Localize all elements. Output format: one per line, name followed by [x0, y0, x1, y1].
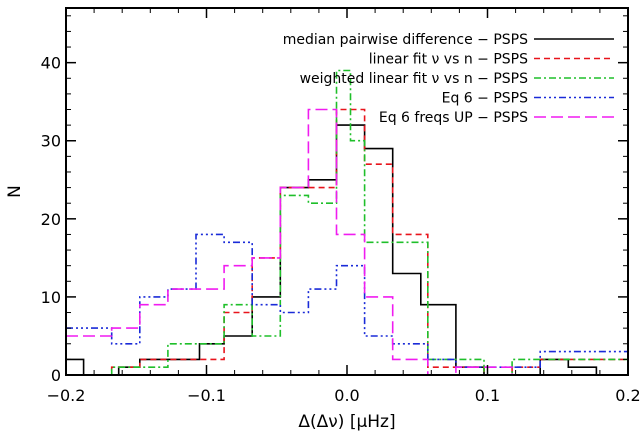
y-tick-label: 10: [41, 288, 61, 307]
y-tick-label: 30: [41, 132, 61, 151]
legend-label-3: weighted linear fit ν vs n − PSPS: [300, 71, 529, 87]
y-axis-label: N: [5, 185, 25, 198]
series-line-3: [66, 69, 628, 376]
x-axis-label: Δ(Δν) [μHz]: [298, 412, 395, 432]
legend-label-1: median pairwise difference − PSPS: [283, 32, 528, 48]
legend-label-2: linear fit ν vs n − PSPS: [369, 52, 528, 68]
series-line-1: [66, 124, 628, 376]
series-line-5: [66, 108, 628, 376]
legend: median pairwise difference − PSPS linear …: [283, 32, 614, 126]
x-tick-label: −0.1: [187, 386, 226, 405]
x-tick-label: 0.0: [334, 386, 359, 405]
y-tick-label: 40: [41, 54, 61, 73]
series-line-4: [66, 233, 628, 369]
y-tick-label: 20: [41, 210, 61, 229]
x-tick-label: 0.2: [615, 386, 640, 405]
legend-label-4: Eq 6 − PSPS: [442, 91, 528, 107]
plot-frame: [65, 7, 629, 376]
series-line-2: [66, 108, 628, 376]
x-tick-label: 0.1: [475, 386, 500, 405]
x-tick-label: −0.2: [47, 386, 86, 405]
series-layer: [66, 69, 628, 376]
y-tick-label: 0: [51, 366, 61, 385]
legend-label-5: Eq 6 freqs UP − PSPS: [379, 110, 528, 126]
tick-layer: −0.2 −0.1 0.0 0.1 0.2 0 10 20 30 40: [41, 8, 641, 405]
